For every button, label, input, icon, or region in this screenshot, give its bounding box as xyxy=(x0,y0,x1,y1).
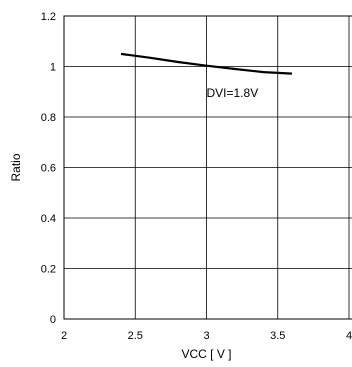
x-tick-label: 2.5 xyxy=(128,330,143,342)
y-tick-label: 1.2 xyxy=(41,11,56,23)
y-tick-label: 0 xyxy=(50,314,56,326)
tick-labels: 2 2.5 3 3.5 4 0 0.2 0.4 0.6 0.8 1 1.2 xyxy=(41,11,352,342)
y-tick-label: 0.4 xyxy=(41,213,56,225)
x-tick-label: 3.5 xyxy=(270,330,285,342)
y-tick-label: 0.6 xyxy=(41,163,56,175)
series-line xyxy=(120,52,293,75)
y-tick-label: 1 xyxy=(50,62,56,74)
plot-area-frame xyxy=(63,15,352,320)
annotations: DVI=1.8V xyxy=(207,86,259,100)
x-tick-label: 3 xyxy=(203,330,209,342)
grid-lines xyxy=(63,15,352,320)
y-tick-label: 0.8 xyxy=(41,112,56,124)
x-tick-label: 4 xyxy=(346,330,352,342)
series-group xyxy=(120,52,293,75)
x-axis-label: VCC [ V ] xyxy=(181,347,231,361)
y-tick-label: 0.2 xyxy=(41,264,56,276)
series-annotation: DVI=1.8V xyxy=(207,86,259,100)
x-tick-label: 2 xyxy=(61,330,67,342)
y-axis-label: Ratio xyxy=(9,153,23,181)
